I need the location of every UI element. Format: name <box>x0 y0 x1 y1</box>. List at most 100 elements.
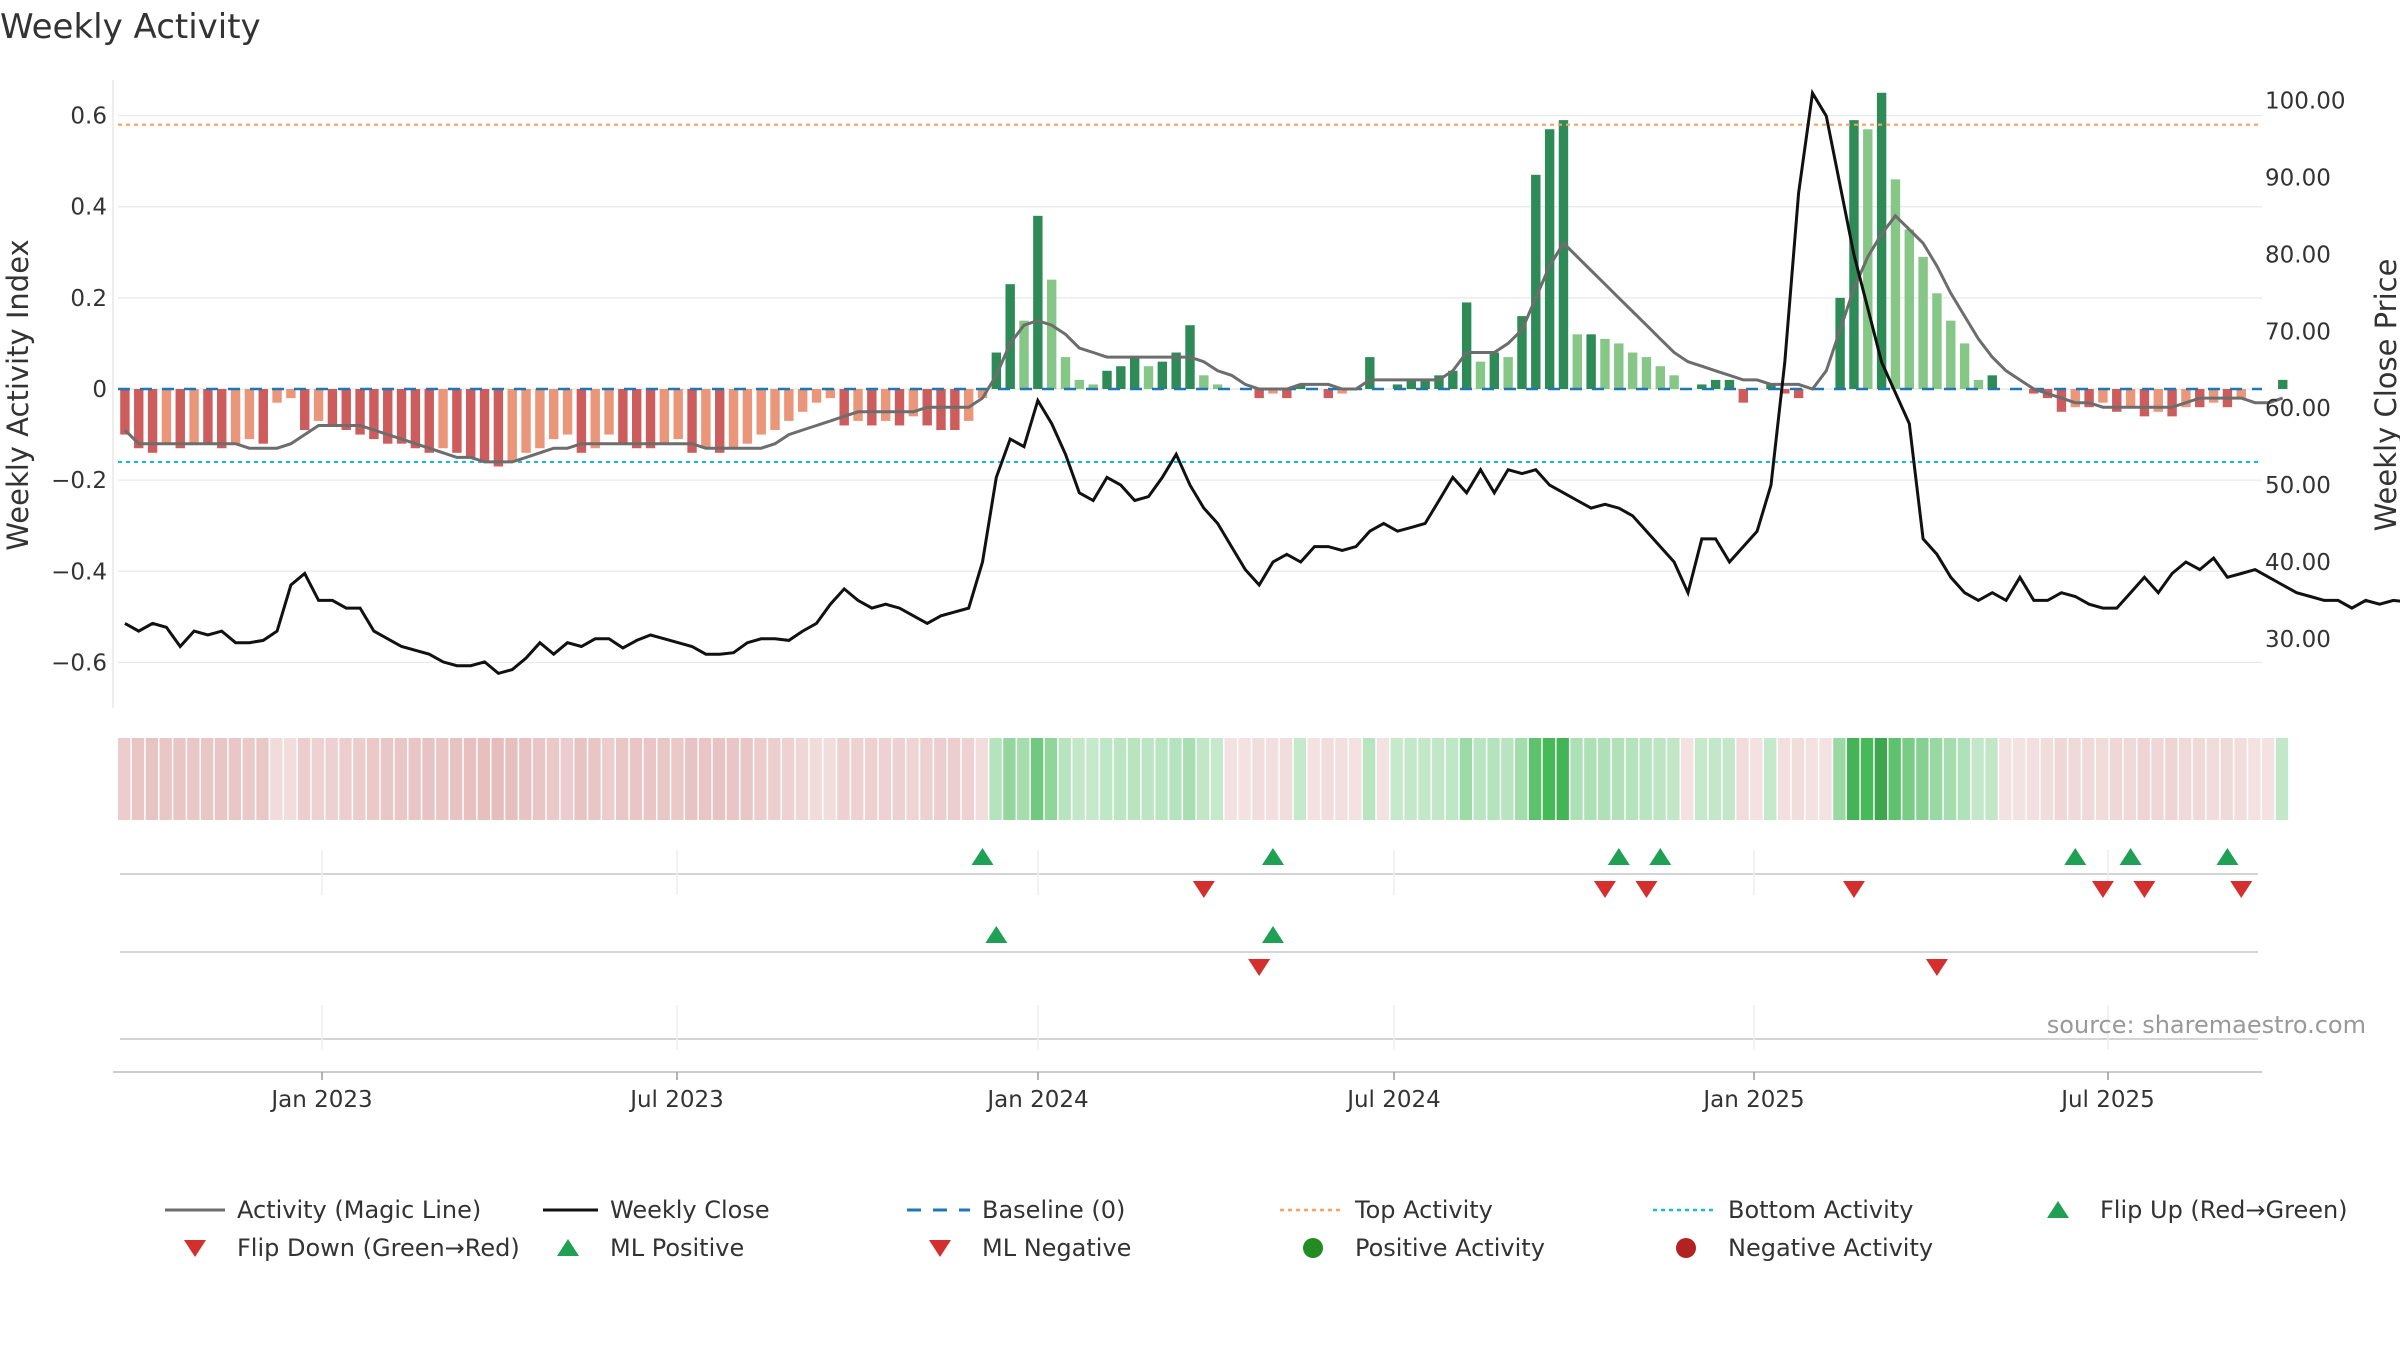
heat-cell <box>159 738 172 820</box>
heat-cell <box>2082 738 2095 820</box>
heat-cell <box>685 738 698 820</box>
heat-cell <box>422 738 435 820</box>
activity-bar <box>1641 357 1652 389</box>
activity-bar <box>2084 389 2094 408</box>
heat-cell <box>740 738 753 820</box>
activity-bar <box>977 389 988 399</box>
activity-bar <box>742 389 753 444</box>
heat-cell <box>823 738 836 820</box>
heat-cell <box>1376 738 1390 820</box>
heat-cell <box>1017 738 1030 820</box>
activity-bar <box>230 389 241 444</box>
heat-cell <box>2068 738 2081 820</box>
heat-cell <box>1307 738 1320 820</box>
activity-bar <box>272 389 282 403</box>
heat-cell <box>1694 738 1708 820</box>
activity-bar <box>300 389 310 431</box>
activity-bar <box>1102 370 1112 389</box>
heat-cell <box>1404 738 1417 820</box>
flip-down-marker <box>1593 881 1616 898</box>
chart-title: Weekly Activity <box>0 7 261 47</box>
activity-bar <box>645 389 656 449</box>
heat-cell <box>2220 738 2233 820</box>
activity-bar <box>2056 389 2067 412</box>
right-axis-label: Weekly Close Price <box>2369 259 2400 532</box>
activity-bar <box>189 389 199 444</box>
heat-cell <box>1639 738 1652 820</box>
heat-cell <box>1556 738 1569 820</box>
heat-cell <box>1362 738 1376 820</box>
activity-bar <box>327 389 338 426</box>
flip-up-marker <box>2064 848 2087 865</box>
legend-label: Baseline (0) <box>982 1196 1125 1224</box>
heat-cell <box>1971 738 1984 820</box>
activity-bar <box>286 389 296 399</box>
activity-bar <box>493 389 504 467</box>
legend-label: Negative Activity <box>1728 1234 1933 1262</box>
activity-bar <box>715 389 725 453</box>
activity-bar <box>1060 357 1071 389</box>
activity-bar <box>396 389 407 444</box>
heat-cell <box>657 738 670 820</box>
x-tick-label: Jul 2023 <box>628 1087 724 1113</box>
activity-bar <box>1254 389 1264 399</box>
activity-bar <box>355 389 365 435</box>
heat-cell <box>1874 738 1888 820</box>
legend-label: ML Positive <box>610 1234 744 1262</box>
activity-bar <box>1586 334 1596 389</box>
heat-cell <box>173 738 186 820</box>
activity-bar <box>936 389 946 431</box>
flip-up-marker <box>1649 848 1672 865</box>
activity-bar <box>618 389 628 444</box>
activity-bar <box>535 389 545 449</box>
heat-cell <box>2262 738 2275 820</box>
heat-cell <box>1196 738 1210 820</box>
activity-bar <box>1544 129 1555 389</box>
heat-cell <box>602 738 615 820</box>
legend-label: Flip Up (Red→Green) <box>2100 1196 2348 1224</box>
left-tick-label: −0.6 <box>51 650 107 676</box>
heat-cell <box>615 738 629 820</box>
heat-cell <box>2234 738 2247 820</box>
heat-cell <box>1708 738 1722 820</box>
heat-cell <box>2054 738 2067 820</box>
heat-cell <box>1321 738 1334 820</box>
activity-bar <box>562 389 573 435</box>
ml-negative-marker <box>1248 959 1271 976</box>
heat-cell <box>1957 738 1971 820</box>
activity-bar <box>1503 357 1513 389</box>
heat-cell <box>1030 738 1044 820</box>
activity-bar <box>811 389 822 403</box>
heat-cell <box>1625 738 1639 820</box>
heat-cell <box>449 738 463 820</box>
heat-cell <box>283 738 297 820</box>
heat-cell <box>1791 738 1805 820</box>
heat-cell <box>214 738 228 820</box>
activity-bar <box>867 389 877 426</box>
heat-cell <box>118 738 131 820</box>
heat-cell <box>934 738 947 820</box>
heat-cell <box>131 738 145 820</box>
flip-up-marker <box>2119 848 2142 865</box>
heat-cell <box>2165 738 2178 820</box>
activity-bar <box>1005 284 1015 389</box>
heat-cell <box>1736 738 1749 820</box>
activity-bar <box>1724 379 1735 389</box>
legend: Activity (Magic Line) Weekly Close Baselin… <box>165 1196 2348 1262</box>
reference-lines <box>118 123 2262 464</box>
heat-cell <box>463 738 477 820</box>
heat-cell <box>1805 738 1818 820</box>
legend-swatch-down-marker <box>184 1240 206 1257</box>
activity-bar <box>1199 375 1209 389</box>
activity-bar <box>2167 389 2177 417</box>
heat-cell <box>1847 738 1860 820</box>
activity-bar <box>1434 375 1444 389</box>
activity-bar <box>701 389 711 449</box>
activity-bar <box>1973 379 1984 389</box>
legend-label: Activity (Magic Line) <box>237 1196 481 1224</box>
activity-bar <box>1033 215 1043 389</box>
activity-bar <box>1282 389 1292 399</box>
activity-bar <box>1835 297 1845 389</box>
activity-bar <box>604 389 614 435</box>
